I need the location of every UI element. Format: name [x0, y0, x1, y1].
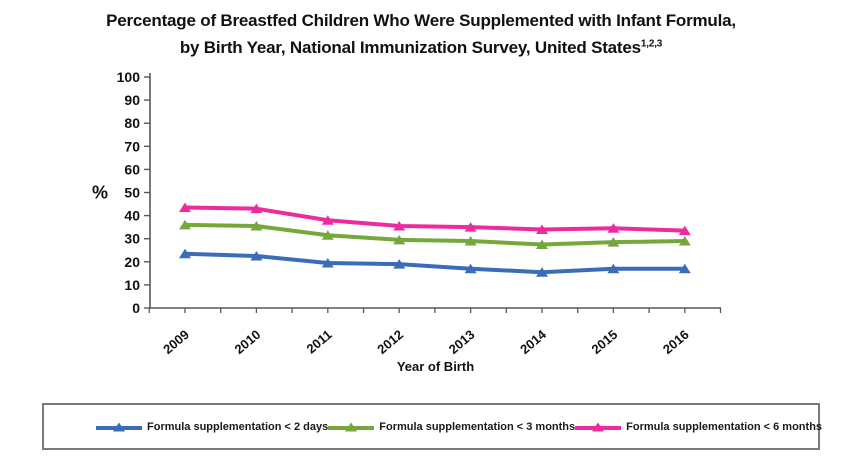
data-point-marker: [250, 221, 263, 231]
data-point-marker: [678, 264, 691, 274]
data-point-marker: [179, 249, 191, 259]
title-footnote-markers: 1,2,3: [640, 38, 663, 50]
data-point-marker: [678, 225, 691, 236]
data-point-marker: [464, 264, 477, 274]
data-point-marker: [179, 220, 191, 230]
x-tick-label: 2013: [446, 327, 478, 357]
y-tick-label: 0: [132, 300, 140, 316]
data-point-marker: [607, 237, 620, 248]
data-point-marker: [678, 236, 691, 246]
x-tick-label: 2015: [589, 327, 621, 357]
y-tick-label: 100: [117, 69, 141, 85]
chart-legend: Formula supplementation < 2 days Formula …: [42, 403, 822, 450]
legend-triangle: [592, 422, 605, 431]
y-tick-label: 80: [124, 116, 140, 132]
y-tick-label: 20: [124, 254, 140, 270]
x-axis-title: Year of Birth: [397, 359, 474, 374]
y-tick-label: 70: [124, 139, 140, 155]
line-chart: 0 10 20 30 40 50 60 70 80 90 100% 2009 2010 2011 2012 2…: [92, 69, 722, 374]
x-tick-label: 2010: [232, 327, 264, 357]
legend-label: Formula supplementation < 2 days: [147, 420, 329, 433]
chart-title-line1: Percentage of Breastfed Children Who Wer…: [106, 11, 736, 30]
data-point-marker: [464, 222, 477, 233]
y-tick-label: 60: [124, 162, 140, 178]
legend-line-marker-icon: [96, 422, 142, 431]
legend-triangle: [113, 422, 125, 431]
series-line-formula-supplementation-6-months: [183, 205, 687, 233]
data-point-marker: [393, 259, 406, 269]
y-tick-label: 30: [124, 231, 140, 247]
data-point-marker: [393, 221, 406, 231]
legend-item: Formula supplementation < 6 months: [575, 420, 822, 434]
y-tick-label: 10: [124, 277, 140, 293]
series-line-formula-supplementation-2-days: [183, 252, 687, 275]
data-point-marker: [321, 215, 334, 226]
data-point-marker: [536, 224, 548, 235]
data-point-marker: [321, 258, 334, 268]
legend-line-marker-icon: [328, 422, 375, 431]
series-line-formula-supplementation-3-months: [183, 223, 687, 247]
data-point-marker: [250, 251, 263, 261]
x-tick-label: 2012: [374, 327, 406, 357]
legend-label: Formula supplementation < 3 months: [379, 420, 576, 433]
x-tick-label: 2011: [303, 327, 334, 357]
data-point-marker: [536, 239, 548, 250]
legend-item: Formula supplementation < 2 days: [96, 420, 328, 434]
chart-title: Percentage of Breastfed Children Who Wer…: [0, 0, 842, 61]
x-tick-label: 2009: [160, 327, 192, 357]
data-point-marker: [250, 204, 263, 214]
y-tick-label: 50: [124, 185, 140, 201]
y-axis-title: %: [92, 183, 108, 203]
data-point-marker: [607, 264, 620, 274]
data-point-marker: [464, 236, 477, 246]
legend-triangle: [345, 422, 358, 431]
legend-item: Formula supplementation < 3 months: [328, 420, 575, 434]
legend-line-marker-icon: [575, 422, 622, 431]
x-tick-label: 2016: [660, 327, 692, 357]
data-point-marker: [607, 223, 620, 234]
legend-label: Formula supplementation < 6 months: [626, 420, 823, 433]
data-point-marker: [536, 267, 548, 278]
x-tick-label: 2014: [517, 327, 549, 358]
chart-title-line2: by Birth Year, National Immunization Sur…: [179, 38, 663, 58]
data-point-marker: [179, 202, 191, 213]
data-point-marker: [321, 230, 334, 241]
y-tick-label: 40: [124, 208, 140, 224]
data-point-marker: [393, 235, 406, 245]
y-tick-label: 90: [124, 92, 140, 108]
